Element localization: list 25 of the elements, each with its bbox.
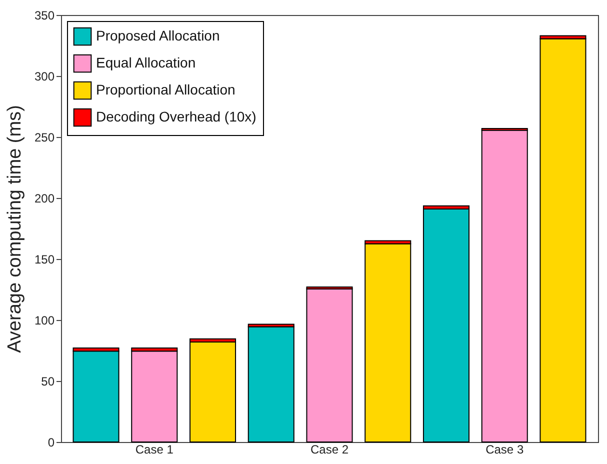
bar [422,208,470,442]
legend-label: Proposed Allocation [96,28,220,44]
bar [131,350,178,442]
y-tick-label: 0 [48,436,55,450]
y-axis-title: Average computing time (ms) [4,105,26,353]
y-tick-label: 250 [34,130,55,144]
bar [540,38,586,442]
bar [72,350,120,442]
y-tick-label: 200 [34,192,55,206]
x-tick-label: Case 3 [486,442,524,456]
legend-label: Decoding Overhead (10x) [96,108,256,124]
bar [248,326,294,442]
bar [306,288,353,442]
bar [364,243,412,442]
bar [481,130,528,442]
legend-label: Equal Allocation [96,54,196,70]
y-tick-label: 100 [34,314,55,328]
x-tick-label: Case 1 [135,442,174,456]
bar [189,341,236,442]
legend-label: Proportional Allocation [96,82,236,98]
y-tick-label: 350 [34,8,55,22]
y-tick-label: 150 [34,252,55,266]
x-tick-label: Case 2 [310,442,349,456]
y-tick-label: 50 [41,374,55,388]
y-tick-label: 300 [34,70,55,84]
